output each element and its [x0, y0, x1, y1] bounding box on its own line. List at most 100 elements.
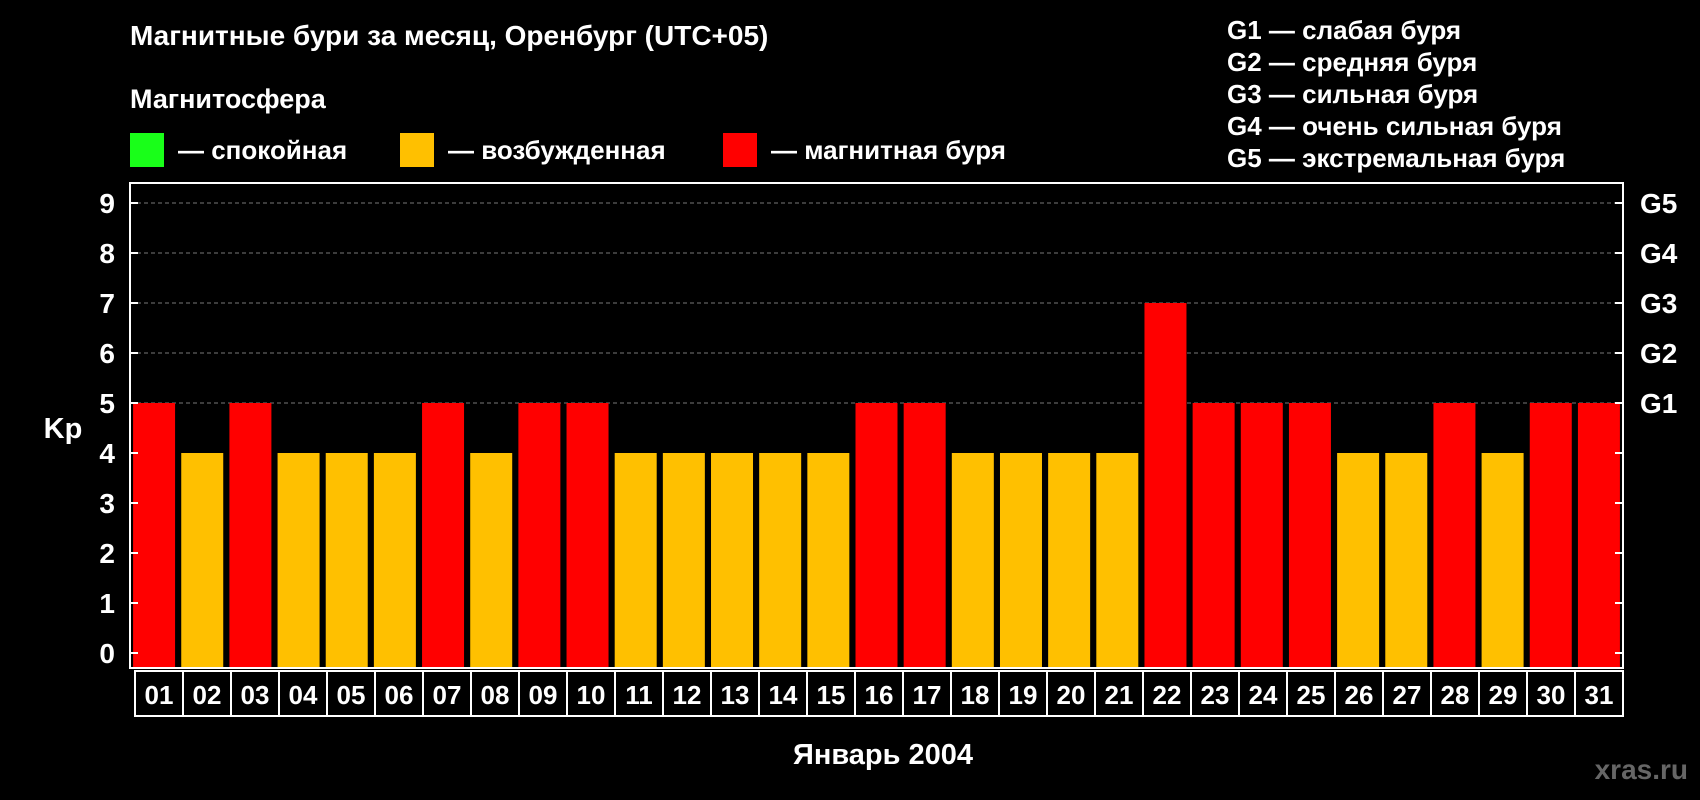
legend-swatch-excited [400, 133, 434, 167]
storm-scale-g4: G4 — очень сильная буря [1227, 111, 1562, 141]
right-axis-label-g5: G5 [1640, 188, 1677, 219]
bar-15 [807, 453, 850, 668]
x-tick-label-26: 26 [1345, 680, 1374, 710]
storm-scale-g5: G5 — экстремальная буря [1227, 143, 1566, 173]
bar-17 [903, 403, 946, 668]
bar-31 [1577, 403, 1620, 668]
bar-30 [1529, 403, 1572, 668]
right-axis: G1 G2 G3 G4 G5 [1615, 188, 1678, 654]
bar-20 [1048, 453, 1091, 668]
x-axis-label: Январь 2004 [793, 739, 973, 771]
bar-28 [1433, 403, 1476, 668]
x-tick-label-20: 20 [1057, 680, 1086, 710]
legend-label-storm: — магнитная буря [771, 134, 1006, 165]
x-tick-label-19: 19 [1009, 680, 1038, 710]
x-tick-label-24: 24 [1249, 680, 1278, 710]
bar-12 [662, 453, 705, 668]
x-tick-label-21: 21 [1105, 680, 1134, 710]
bar-14 [759, 453, 802, 668]
y-tick-label-2: 2 [99, 538, 115, 569]
legend-swatch-storm [723, 133, 757, 167]
legend-label-excited: — возбужденная [448, 134, 666, 165]
x-tick-label-02: 02 [193, 680, 222, 710]
x-tick-label-10: 10 [577, 680, 606, 710]
x-tick-label-15: 15 [817, 680, 846, 710]
x-tick-label-13: 13 [721, 680, 750, 710]
bar-25 [1288, 403, 1331, 668]
grid-lines [130, 202, 1623, 404]
bar-11 [614, 453, 657, 668]
y-tick-label-4: 4 [99, 438, 115, 469]
bar-21 [1096, 453, 1139, 668]
bar-24 [1240, 403, 1283, 668]
bar-29 [1481, 453, 1524, 668]
x-tick-label-06: 06 [385, 680, 414, 710]
bar-23 [1192, 403, 1235, 668]
x-tick-label-22: 22 [1153, 680, 1182, 710]
bar-04 [277, 453, 320, 668]
x-tick-label-05: 05 [337, 680, 366, 710]
y-axis-label: Kp [44, 413, 83, 445]
x-axis: 01 02 03 04 05 06 07 08 09 10 11 12 13 14 15 16 17 18 19 20… [134, 670, 1624, 717]
watermark: xras.ru [1594, 754, 1688, 785]
bar-10 [566, 403, 609, 668]
chart-title: Магнитные бури за месяц, Оренбург (UTC+0… [130, 20, 769, 51]
storm-scale-g2: G2 — средняя буря [1227, 47, 1478, 77]
y-tick-label-3: 3 [99, 488, 115, 519]
bar-27 [1385, 453, 1428, 668]
bar-05 [325, 453, 368, 668]
x-tick-label-29: 29 [1489, 680, 1518, 710]
x-tick-label-11: 11 [625, 680, 653, 710]
bar-22 [1144, 303, 1187, 668]
bars [133, 303, 1620, 668]
x-tick-label-25: 25 [1297, 680, 1326, 710]
legend-label-calm: — спокойная [178, 134, 348, 165]
x-tick-label-27: 27 [1393, 680, 1422, 710]
x-tick-label-31: 31 [1585, 680, 1614, 710]
x-label-box-frame [134, 670, 1624, 717]
x-tick-label-23: 23 [1201, 680, 1230, 710]
legend-swatch-calm [130, 133, 164, 167]
left-axis: 0 1 2 3 4 5 6 7 8 9 [99, 188, 138, 669]
x-tick-label-28: 28 [1441, 680, 1470, 710]
x-tick-label-30: 30 [1537, 680, 1566, 710]
plot-frame [129, 182, 1624, 669]
right-axis-label-g2: G2 [1640, 338, 1677, 369]
y-tick-label-0: 0 [99, 638, 115, 669]
x-tick-label-03: 03 [241, 680, 270, 710]
x-tick-label-07: 07 [433, 680, 462, 710]
bar-19 [999, 453, 1042, 668]
y-tick-label-1: 1 [99, 588, 115, 619]
bar-03 [229, 403, 272, 668]
x-tick-label-04: 04 [289, 680, 318, 710]
x-tick-label-01: 01 [145, 680, 174, 710]
right-axis-label-g4: G4 [1640, 238, 1678, 269]
y-tick-label-7: 7 [99, 288, 115, 319]
bar-01 [133, 403, 176, 668]
bar-06 [373, 453, 416, 668]
bar-08 [470, 453, 513, 668]
x-tick-label-16: 16 [865, 680, 894, 710]
y-tick-label-8: 8 [99, 238, 115, 269]
legend-item-calm: — спокойная [130, 132, 347, 168]
legend-item-storm: — магнитная буря [723, 132, 1006, 168]
legend: — спокойная — возбужденная — магнитная б… [0, 132, 1100, 172]
x-tick-label-09: 09 [529, 680, 558, 710]
bar-02 [181, 453, 224, 668]
x-tick-label-08: 08 [481, 680, 510, 710]
storm-scale-g1: G1 — слабая буря [1227, 15, 1462, 45]
right-axis-label-g3: G3 [1640, 288, 1677, 319]
bar-07 [422, 403, 465, 668]
storm-scale-g3: G3 — сильная буря [1227, 79, 1479, 109]
bar-26 [1337, 453, 1380, 668]
x-tick-label-17: 17 [913, 680, 942, 710]
right-axis-label-g1: G1 [1640, 388, 1677, 419]
legend-item-excited: — возбужденная [400, 132, 666, 168]
bar-16 [855, 403, 898, 668]
y-tick-label-5: 5 [99, 388, 115, 419]
storm-scale-legend: G1 — слабая буря G2 — средняя буря G3 — … [1227, 14, 1565, 174]
x-tick-label-14: 14 [769, 680, 798, 710]
magnetosphere-label: Магнитосфера [130, 84, 326, 114]
x-tick-label-18: 18 [961, 680, 990, 710]
